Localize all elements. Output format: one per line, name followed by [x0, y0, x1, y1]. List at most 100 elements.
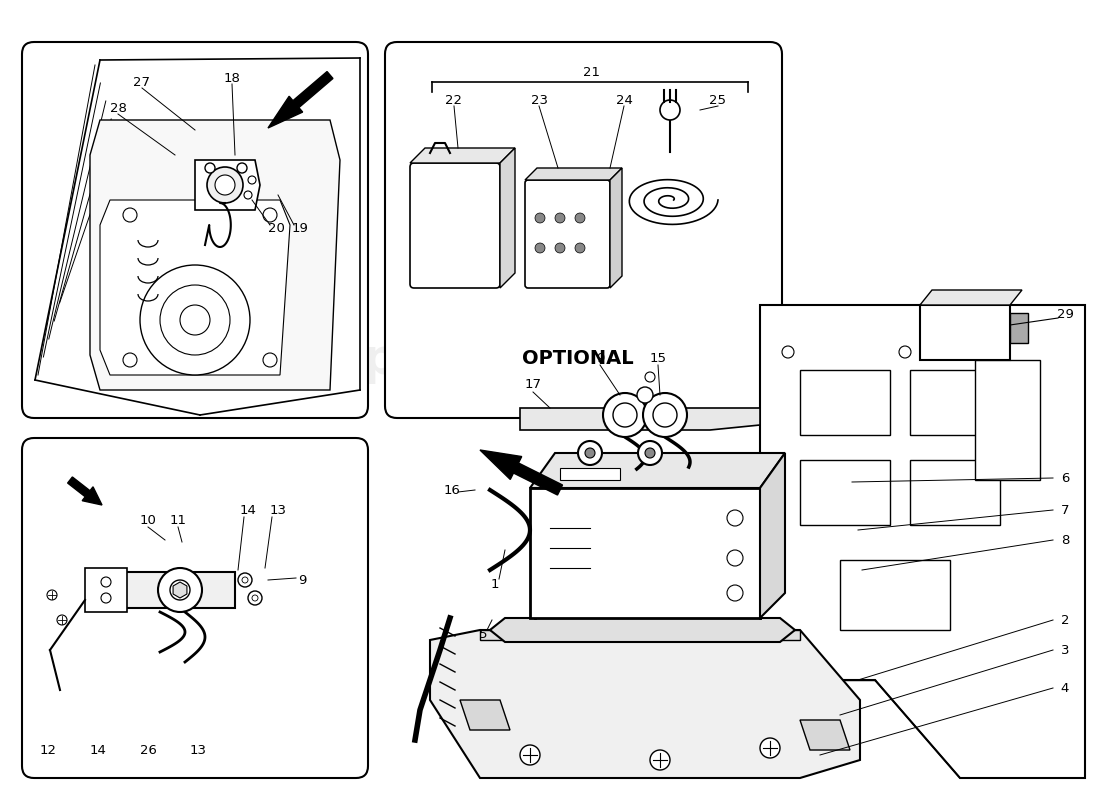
Polygon shape: [480, 630, 800, 640]
Circle shape: [638, 441, 662, 465]
Polygon shape: [100, 200, 290, 375]
Text: 9: 9: [596, 351, 604, 365]
Circle shape: [899, 346, 911, 358]
Polygon shape: [195, 160, 260, 210]
Polygon shape: [610, 168, 621, 288]
FancyBboxPatch shape: [22, 438, 368, 778]
Text: 3: 3: [1060, 643, 1069, 657]
Text: 10: 10: [140, 514, 156, 526]
Circle shape: [727, 585, 742, 601]
Bar: [1010, 313, 1028, 343]
Circle shape: [653, 403, 676, 427]
Circle shape: [263, 353, 277, 367]
Text: eurospares: eurospares: [669, 341, 915, 379]
Text: 9: 9: [298, 574, 306, 586]
Circle shape: [238, 573, 252, 587]
Text: 27: 27: [133, 75, 151, 89]
Circle shape: [578, 441, 602, 465]
Circle shape: [170, 580, 190, 600]
Bar: [840, 560, 950, 630]
Circle shape: [47, 590, 57, 600]
Bar: [910, 460, 1000, 525]
Circle shape: [140, 265, 250, 375]
Bar: [910, 370, 1000, 435]
Polygon shape: [410, 148, 515, 163]
Bar: [530, 488, 760, 618]
Polygon shape: [430, 630, 860, 778]
Circle shape: [556, 213, 565, 223]
Circle shape: [252, 595, 258, 601]
Text: 28: 28: [110, 102, 126, 114]
Circle shape: [123, 353, 138, 367]
Circle shape: [650, 750, 670, 770]
Bar: [975, 360, 1040, 480]
Polygon shape: [460, 700, 510, 730]
Text: 16: 16: [443, 483, 461, 497]
Circle shape: [637, 387, 653, 403]
Polygon shape: [520, 408, 760, 430]
Text: 26: 26: [140, 743, 156, 757]
Circle shape: [727, 510, 742, 526]
Polygon shape: [760, 453, 785, 618]
Polygon shape: [268, 71, 333, 128]
Bar: [800, 460, 890, 525]
Circle shape: [613, 403, 637, 427]
Circle shape: [645, 372, 654, 382]
Text: 17: 17: [525, 378, 541, 391]
Text: 4: 4: [1060, 682, 1069, 694]
Text: 24: 24: [616, 94, 632, 106]
Circle shape: [244, 191, 252, 199]
Circle shape: [603, 393, 647, 437]
Circle shape: [645, 448, 654, 458]
Text: 21: 21: [583, 66, 601, 78]
Circle shape: [535, 213, 544, 223]
Text: 14: 14: [240, 503, 256, 517]
Polygon shape: [173, 582, 187, 598]
Text: 7: 7: [1060, 503, 1069, 517]
Circle shape: [180, 305, 210, 335]
Circle shape: [57, 615, 67, 625]
Circle shape: [727, 550, 742, 566]
Text: OPTIONAL: OPTIONAL: [522, 349, 634, 367]
Text: 13: 13: [270, 503, 286, 517]
Polygon shape: [67, 477, 102, 505]
Circle shape: [160, 285, 230, 355]
Text: 12: 12: [40, 743, 56, 757]
Text: 15: 15: [649, 351, 667, 365]
Circle shape: [158, 568, 202, 612]
Text: 23: 23: [530, 94, 548, 106]
Polygon shape: [530, 453, 785, 488]
Text: 14: 14: [89, 743, 107, 757]
Circle shape: [207, 167, 243, 203]
Circle shape: [585, 448, 595, 458]
Polygon shape: [500, 148, 515, 288]
Circle shape: [123, 208, 138, 222]
Circle shape: [214, 175, 235, 195]
Circle shape: [644, 393, 688, 437]
Text: 29: 29: [1057, 309, 1074, 322]
FancyBboxPatch shape: [410, 163, 500, 288]
Text: 2: 2: [1060, 614, 1069, 626]
Polygon shape: [480, 450, 562, 495]
Polygon shape: [920, 290, 1022, 305]
Circle shape: [236, 163, 248, 173]
Circle shape: [994, 346, 1006, 358]
Circle shape: [101, 577, 111, 587]
Bar: [85, 568, 126, 612]
Circle shape: [556, 243, 565, 253]
Circle shape: [575, 213, 585, 223]
Polygon shape: [490, 618, 795, 642]
FancyBboxPatch shape: [22, 42, 368, 418]
Text: 11: 11: [169, 514, 187, 526]
Text: 8: 8: [1060, 534, 1069, 546]
Circle shape: [248, 176, 256, 184]
Text: 5: 5: [478, 629, 487, 642]
Circle shape: [782, 346, 794, 358]
Circle shape: [242, 577, 248, 583]
Bar: [560, 468, 620, 480]
Polygon shape: [90, 120, 340, 390]
Text: 22: 22: [446, 94, 462, 106]
Bar: [125, 572, 235, 608]
FancyBboxPatch shape: [385, 42, 782, 418]
Circle shape: [520, 745, 540, 765]
